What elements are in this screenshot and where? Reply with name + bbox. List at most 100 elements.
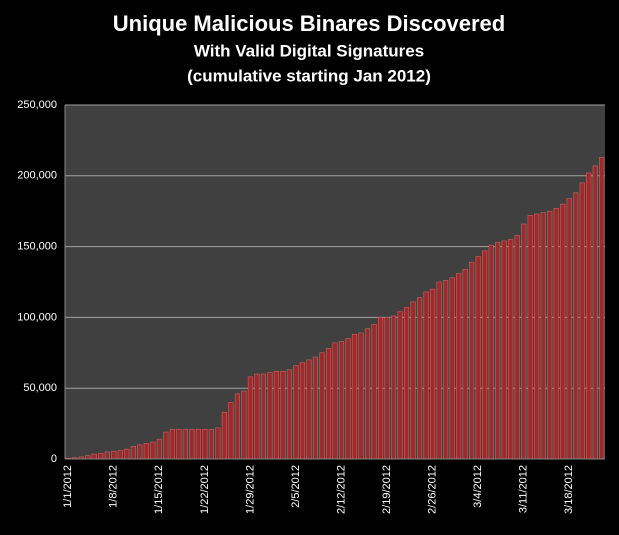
bar <box>547 210 553 460</box>
x-tick-label: 1/22/2012 <box>199 465 211 514</box>
bar <box>358 332 364 460</box>
x-tick-label: 2/19/2012 <box>381 465 393 514</box>
chart-title: Unique Malicious Binares Discovered <box>113 11 505 36</box>
bar <box>234 393 240 460</box>
bar <box>364 328 371 460</box>
bar <box>566 198 572 460</box>
bar <box>319 352 325 460</box>
x-tick-label: 1/8/2012 <box>108 465 120 508</box>
bar <box>189 428 195 460</box>
x-tick-label: 2/26/2012 <box>426 465 438 514</box>
bar <box>104 451 110 460</box>
bar <box>221 411 227 460</box>
bar <box>403 307 410 460</box>
bar <box>423 291 429 460</box>
x-tick-label: 3/4/2012 <box>472 465 484 508</box>
y-tick-label: 100,000 <box>17 311 57 323</box>
x-tick-label: 3/18/2012 <box>563 465 575 514</box>
bar <box>176 428 182 460</box>
chart-subtitle: With Valid Digital Signatures <box>194 41 424 60</box>
bar <box>247 376 253 460</box>
bar <box>560 203 566 460</box>
bar <box>169 428 175 460</box>
bar <box>182 428 188 460</box>
x-tick-label: 2/5/2012 <box>290 465 302 508</box>
bar <box>573 192 579 460</box>
bar <box>514 234 520 460</box>
bar <box>267 372 273 460</box>
bar <box>417 297 423 460</box>
bar <box>527 215 533 460</box>
chart-note: (cumulative starting Jan 2012) <box>187 66 431 85</box>
bar <box>495 242 501 460</box>
bar <box>85 455 91 460</box>
bar <box>508 239 514 460</box>
bar <box>111 450 117 460</box>
x-tick-label: 1/15/2012 <box>153 465 165 514</box>
bar <box>156 438 162 460</box>
bar <box>312 356 319 460</box>
bar <box>241 390 247 460</box>
bar <box>117 450 123 460</box>
bar <box>534 213 540 460</box>
y-tick-label: 250,000 <box>17 99 57 111</box>
bar <box>553 208 559 460</box>
bar <box>482 250 488 460</box>
bar <box>124 448 130 460</box>
bar <box>163 431 169 460</box>
bar <box>430 288 436 460</box>
y-tick-label: 0 <box>51 453 57 465</box>
bar <box>384 317 390 460</box>
bar <box>540 212 546 460</box>
x-tick-label: 3/11/2012 <box>518 465 530 513</box>
bar <box>488 244 494 460</box>
bar <box>299 362 306 460</box>
bar <box>338 341 345 460</box>
bar <box>228 402 234 460</box>
x-tick-label: 2/12/2012 <box>335 465 347 514</box>
x-tick-label: 1/29/2012 <box>244 465 256 514</box>
bar <box>286 369 293 460</box>
bar <box>195 428 201 460</box>
bar <box>137 444 143 460</box>
bar <box>351 334 358 460</box>
bar <box>469 261 475 460</box>
y-tick-label: 200,000 <box>17 170 57 182</box>
bar <box>397 311 403 460</box>
bar <box>579 182 585 460</box>
bar <box>91 453 97 460</box>
bar <box>293 365 299 460</box>
bar <box>260 373 267 460</box>
bar <box>280 370 286 460</box>
bar <box>215 427 221 460</box>
bar <box>377 317 384 460</box>
bar <box>325 348 332 460</box>
bar <box>449 277 455 460</box>
bar <box>521 223 527 460</box>
y-tick-label: 50,000 <box>23 382 57 394</box>
bar <box>462 268 468 460</box>
bar <box>273 370 280 460</box>
bar <box>599 157 605 460</box>
bar <box>456 273 462 460</box>
bar <box>332 342 338 460</box>
bar <box>254 373 260 460</box>
x-tick-label: 1/1/2012 <box>62 465 74 508</box>
bar <box>592 165 598 460</box>
bar <box>150 441 156 460</box>
bar <box>390 315 397 460</box>
bar <box>436 281 442 460</box>
bar <box>371 324 377 460</box>
bar <box>586 172 592 460</box>
bar <box>130 445 136 460</box>
y-tick-label: 150,000 <box>17 241 57 253</box>
bar <box>410 301 416 460</box>
bar <box>501 240 507 460</box>
bar <box>143 443 149 460</box>
bar <box>345 338 351 460</box>
bar <box>306 359 312 460</box>
bar <box>475 256 481 460</box>
bar <box>202 428 208 460</box>
bar <box>208 428 214 460</box>
